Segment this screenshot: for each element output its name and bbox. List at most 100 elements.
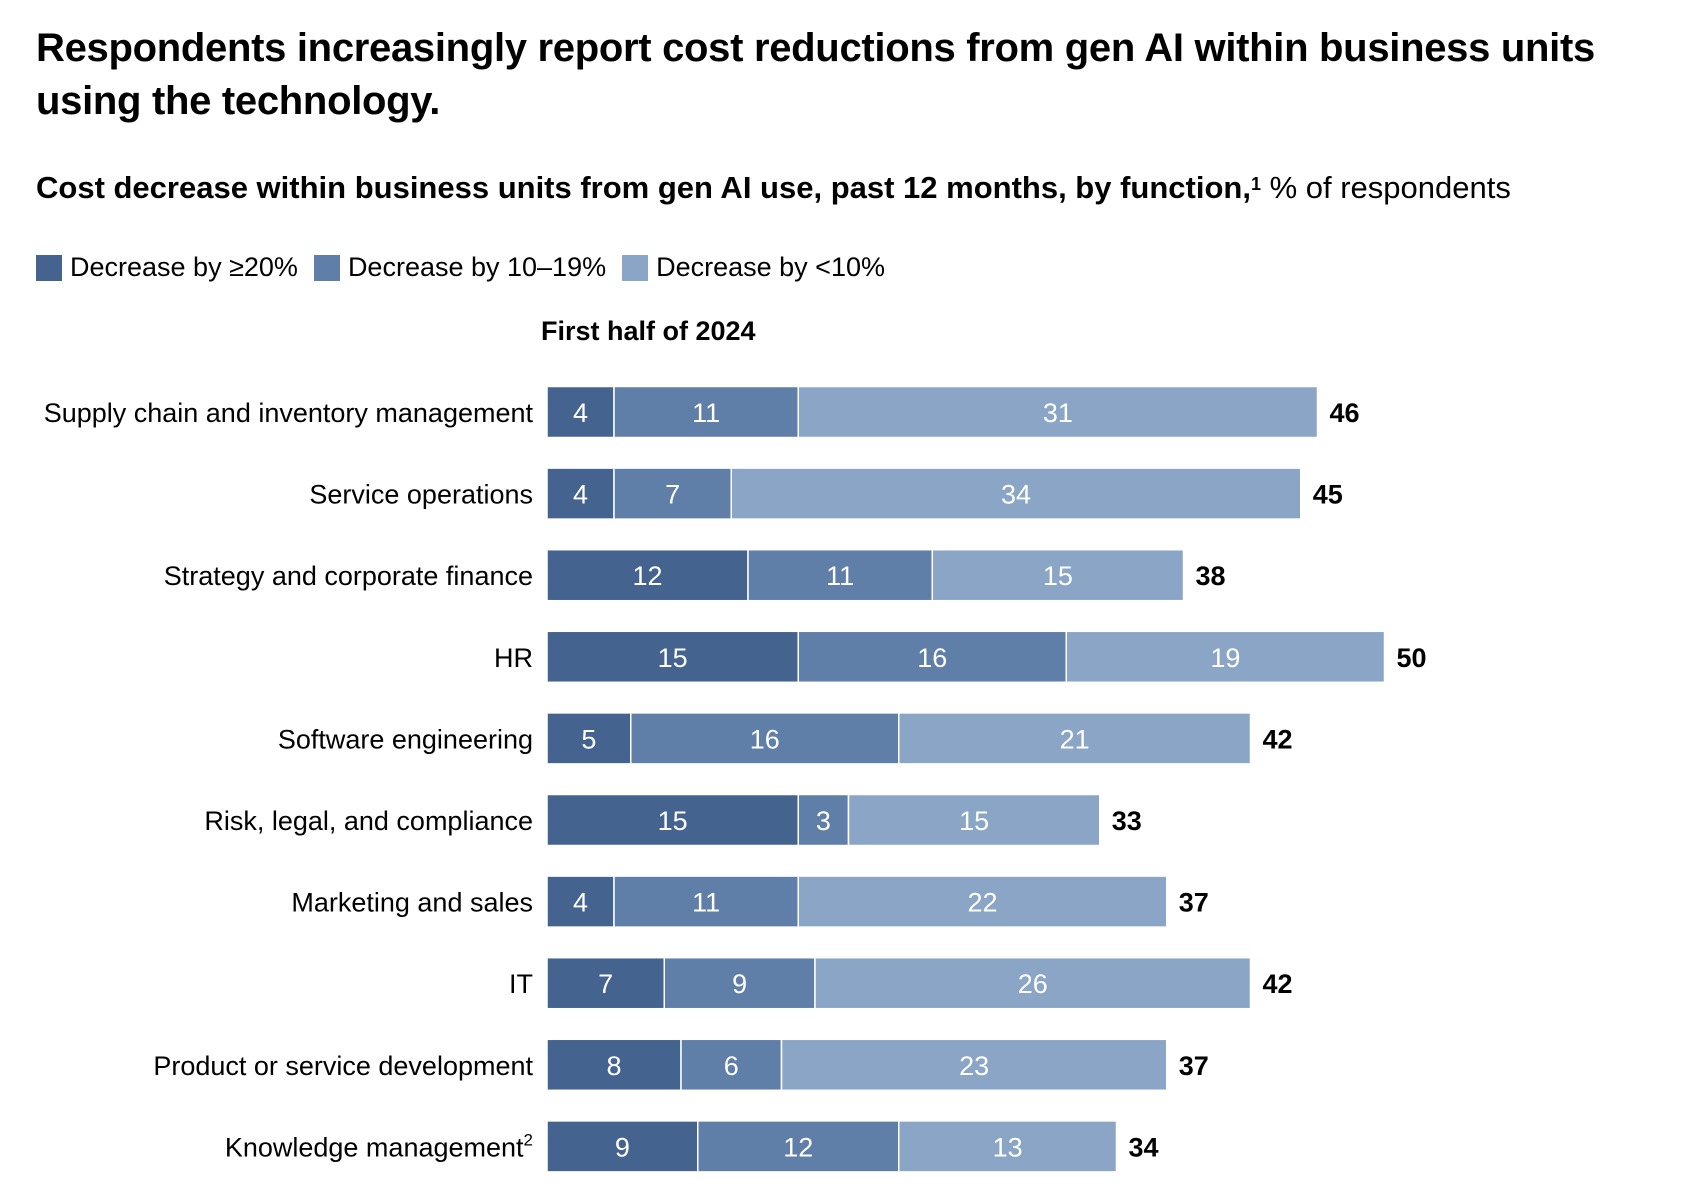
bar-segment-decrease-under-10 xyxy=(797,875,1168,928)
total-label: 42 xyxy=(1263,969,1293,999)
data-label-decrease-10-19: 11 xyxy=(692,888,720,918)
bar-row-hr: HR 15 16 19 50 xyxy=(494,630,1427,684)
data-label-decrease-under-10: 22 xyxy=(967,888,997,918)
data-label-decrease-20-plus: 15 xyxy=(658,643,688,673)
bar-segment-decrease-under-10 xyxy=(814,956,1252,1010)
subtitle-main: Cost decrease within business units from… xyxy=(36,170,1251,205)
data-label-decrease-20-plus: 8 xyxy=(606,1051,621,1081)
bar-segment-decrease-under-10 xyxy=(898,712,1252,765)
legend-swatch-decrease-10-19 xyxy=(313,254,340,281)
bar-segment-decrease-10-19 xyxy=(613,467,732,520)
data-label-decrease-10-19: 6 xyxy=(724,1051,739,1081)
data-label-decrease-under-10: 15 xyxy=(1043,561,1073,591)
total-label: 50 xyxy=(1397,643,1427,673)
bar-row-knowledge-management: Knowledge management2 9 12 13 34 xyxy=(225,1120,1159,1173)
category-label: Risk, legal, and compliance xyxy=(204,806,533,836)
bar-segment-decrease-20-plus xyxy=(546,793,799,847)
total-label: 38 xyxy=(1196,561,1226,591)
bar-segment-decrease-20-plus xyxy=(546,875,615,928)
legend-label-decrease-20-plus: Decrease by ≥20% xyxy=(70,252,298,282)
legend-item-decrease-under-10: Decrease by <10% xyxy=(622,252,885,283)
bar-segment-decrease-10-19 xyxy=(680,1038,783,1092)
category-label: Software engineering xyxy=(278,724,533,754)
bar-segment-decrease-20-plus xyxy=(546,548,749,602)
category-label: Strategy and corporate finance xyxy=(164,561,533,591)
bar-segment-decrease-20-plus xyxy=(546,630,799,684)
legend-label-decrease-10-19: Decrease by 10–19% xyxy=(347,252,607,282)
data-label-decrease-20-plus: 9 xyxy=(615,1132,630,1162)
legend-swatch-decrease-under-10 xyxy=(622,254,649,281)
total-label: 34 xyxy=(1129,1132,1159,1162)
data-label-decrease-under-10: 15 xyxy=(959,806,989,836)
bar-segment-decrease-under-10 xyxy=(931,548,1185,602)
bar-segment-decrease-10-19 xyxy=(630,712,900,765)
category-label: Supply chain and inventory management xyxy=(44,398,534,428)
data-label-decrease-10-19: 12 xyxy=(783,1132,813,1162)
bar-segment-decrease-20-plus xyxy=(546,1120,699,1173)
category-label: Product or service development xyxy=(153,1051,533,1081)
data-label-decrease-20-plus: 7 xyxy=(598,969,613,999)
subtitle-footnote: 1 xyxy=(1250,174,1261,194)
bar-row-software-engineering: Software engineering 5 16 21 42 xyxy=(278,712,1293,765)
bar-segment-decrease-20-plus xyxy=(546,385,615,439)
bar-segment-decrease-under-10 xyxy=(898,1120,1118,1173)
data-label-decrease-10-19: 11 xyxy=(826,561,854,591)
bar-segment-decrease-under-10 xyxy=(797,385,1319,439)
category-label: Knowledge management2 xyxy=(225,1130,533,1162)
data-label-decrease-10-19: 16 xyxy=(917,643,947,673)
bar-segment-decrease-10-19 xyxy=(797,793,850,847)
data-label-decrease-under-10: 21 xyxy=(1060,724,1090,754)
category-label: IT xyxy=(509,969,533,999)
bar-row-strategy-and-corporate-finance: Strategy and corporate finance 12 11 15 38 xyxy=(164,548,1226,602)
data-label-decrease-20-plus: 5 xyxy=(581,724,596,754)
data-label-decrease-10-19: 3 xyxy=(816,806,831,836)
period-label: First half of 2024 xyxy=(541,316,756,346)
total-label: 33 xyxy=(1112,806,1142,836)
bar-row-risk-legal-and-compliance: Risk, legal, and compliance 15 3 15 33 xyxy=(204,793,1142,847)
bar-row-product-or-service-development: Product or service development 8 6 23 37 xyxy=(153,1038,1209,1092)
bar-row-it: IT 7 9 26 42 xyxy=(509,956,1293,1010)
bar-segment-decrease-under-10 xyxy=(1065,630,1386,684)
data-label-decrease-under-10: 23 xyxy=(959,1051,989,1081)
bar-segment-decrease-10-19 xyxy=(747,548,933,602)
legend-item-decrease-10-19: Decrease by 10–19% xyxy=(313,252,607,283)
bar-segment-decrease-10-19 xyxy=(613,385,799,439)
bar-segment-decrease-10-19 xyxy=(663,956,816,1010)
data-label-decrease-10-19: 16 xyxy=(750,724,780,754)
category-label: Service operations xyxy=(309,480,533,510)
data-label-decrease-10-19: 11 xyxy=(692,398,720,428)
bar-row-service-operations: Service operations 4 7 34 45 xyxy=(309,467,1343,520)
bar-segment-decrease-under-10 xyxy=(730,467,1302,520)
total-label: 46 xyxy=(1330,398,1360,428)
data-label-decrease-under-10: 13 xyxy=(993,1132,1023,1162)
category-footnote: 2 xyxy=(524,1130,533,1149)
bar-segment-decrease-under-10 xyxy=(780,1038,1168,1092)
data-label-decrease-20-plus: 4 xyxy=(573,398,588,428)
category-label: HR xyxy=(494,643,533,673)
data-label-decrease-20-plus: 4 xyxy=(573,888,588,918)
chart-subtitle: Cost decrease within business units from… xyxy=(36,168,1511,208)
total-label: 42 xyxy=(1263,724,1293,754)
data-label-decrease-20-plus: 4 xyxy=(573,480,588,510)
legend-item-decrease-20-plus: Decrease by ≥20% xyxy=(36,252,298,283)
category-label: Marketing and sales xyxy=(291,888,533,918)
data-label-decrease-20-plus: 15 xyxy=(658,806,688,836)
data-label-decrease-10-19: 7 xyxy=(665,480,680,510)
bar-row-supply-chain-and-inventory-management: Supply chain and inventory management 4 11… xyxy=(44,385,1360,439)
bar-row-marketing-and-sales: Marketing and sales 4 11 22 37 xyxy=(291,875,1209,928)
data-label-decrease-10-19: 9 xyxy=(732,969,747,999)
bar-segment-decrease-under-10 xyxy=(847,793,1101,847)
total-label: 37 xyxy=(1179,888,1209,918)
legend-swatch-decrease-20-plus xyxy=(36,254,62,281)
bar-segment-decrease-10-19 xyxy=(797,630,1067,684)
total-label: 37 xyxy=(1179,1051,1209,1081)
data-label-decrease-20-plus: 12 xyxy=(632,561,662,591)
data-label-decrease-under-10: 26 xyxy=(1018,969,1048,999)
bar-segment-decrease-20-plus xyxy=(546,467,615,520)
total-label: 45 xyxy=(1313,480,1343,510)
legend-label-decrease-under-10: Decrease by <10% xyxy=(656,252,885,282)
data-label-decrease-under-10: 19 xyxy=(1210,643,1240,673)
chart-legend: Decrease by ≥20% Decrease by 10–19% Decr… xyxy=(36,252,901,283)
data-label-decrease-under-10: 34 xyxy=(1001,480,1031,510)
